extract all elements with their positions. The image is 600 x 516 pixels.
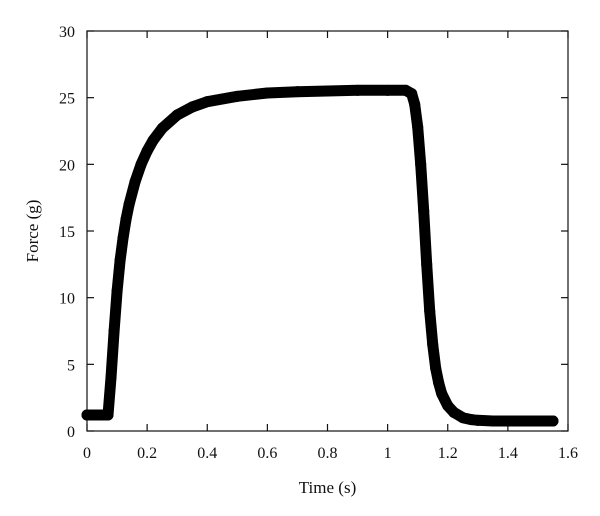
data-point (412, 121, 424, 133)
data-point (105, 372, 117, 384)
series-layer (81, 84, 559, 427)
data-point (261, 87, 273, 99)
data-point (457, 412, 469, 424)
x-axis-ticks: 0 0.2 0.4 0.6 0.8 1 1.2 1.4 1.6 (83, 31, 578, 462)
y-tick-label: 25 (59, 91, 75, 108)
y-tick-label: 20 (59, 157, 75, 174)
data-point (111, 285, 123, 297)
y-axis-ticks: 0 5 10 15 20 25 30 (59, 24, 568, 441)
x-tick-label: 0.4 (197, 445, 217, 462)
data-point (135, 158, 147, 170)
data-point (382, 84, 394, 96)
data-point (502, 415, 514, 427)
data-point (117, 232, 129, 244)
data-point (156, 122, 168, 134)
data-point (120, 213, 132, 225)
data-point (123, 198, 135, 210)
data-point (421, 258, 433, 270)
y-tick-label: 30 (59, 24, 75, 41)
x-tick-label: 1.4 (498, 445, 518, 462)
data-point (472, 414, 484, 426)
data-point (81, 409, 93, 421)
data-point (352, 84, 364, 96)
data-point (291, 86, 303, 98)
x-tick-label: 0 (83, 445, 91, 462)
data-point (448, 406, 460, 418)
data-point (147, 134, 159, 146)
data-point (201, 96, 213, 108)
x-tick-label: 1.6 (558, 445, 578, 462)
x-tick-label: 1 (384, 445, 392, 462)
data-point (415, 158, 427, 170)
y-tick-label: 15 (59, 224, 75, 241)
x-axis-label: Time (s) (299, 478, 356, 497)
data-point (186, 101, 198, 113)
data-point (418, 205, 430, 217)
data-point (322, 85, 333, 97)
data-point (102, 409, 114, 421)
y-axis-label: Force (g) (23, 200, 42, 263)
data-point (409, 98, 421, 110)
data-point (427, 338, 439, 350)
data-point (114, 254, 126, 266)
data-point (487, 415, 499, 427)
data-point (532, 415, 544, 427)
x-tick-label: 0.2 (137, 445, 157, 462)
data-point (231, 90, 243, 102)
data-point (430, 362, 442, 374)
y-tick-label: 0 (67, 424, 75, 441)
data-point (433, 377, 445, 389)
data-point (547, 415, 559, 427)
data-point (141, 145, 153, 157)
x-tick-label: 0.6 (257, 445, 277, 462)
data-point (108, 325, 120, 337)
data-point (436, 388, 448, 400)
data-point (171, 109, 183, 121)
y-tick-label: 10 (59, 291, 75, 308)
data-point (424, 305, 436, 317)
y-tick-label: 5 (67, 357, 75, 374)
x-tick-label: 0.8 (318, 445, 338, 462)
data-point (406, 88, 418, 100)
data-point (90, 409, 102, 421)
x-tick-label: 1.2 (438, 445, 458, 462)
data-point (129, 176, 141, 188)
